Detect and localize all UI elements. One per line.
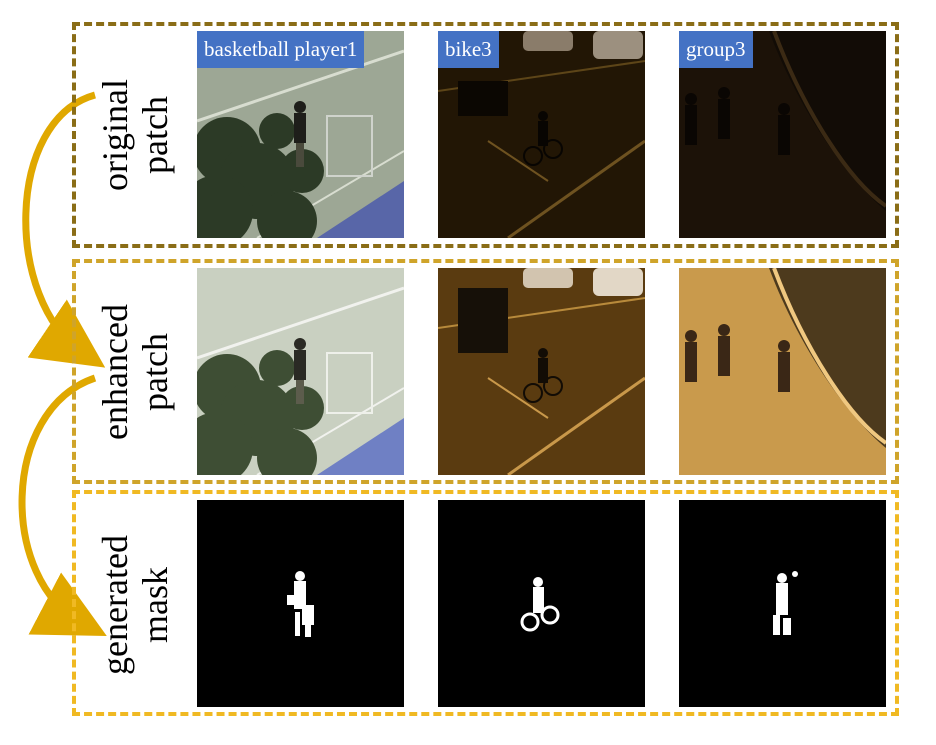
row-label-line1: generated — [95, 535, 135, 675]
row-label-line2: patch — [135, 96, 176, 174]
row-generated-mask — [72, 490, 899, 716]
row-original-patch — [72, 22, 899, 248]
mask-basketball — [197, 500, 404, 707]
sequence-tag-group: group3 — [679, 31, 753, 68]
original-patch-group: group3 — [679, 31, 886, 238]
arrow-enhanced-to-mask — [18, 374, 107, 637]
row-label-line1: enhanced — [95, 304, 136, 440]
mask-bike — [438, 500, 645, 707]
row-label-line1: original — [95, 79, 136, 191]
enhanced-patch-group — [679, 268, 886, 475]
row-label-line2: mask — [135, 567, 175, 643]
row-label-line2: patch — [135, 333, 176, 411]
row-label-original: original patch — [80, 60, 190, 210]
enhanced-patch-basketball — [197, 268, 404, 475]
enhanced-patch-bike — [438, 268, 645, 475]
row-label-generated: generated mask — [80, 530, 190, 680]
sequence-tag-bike: bike3 — [438, 31, 499, 68]
row-label-enhanced: enhanced patch — [80, 297, 190, 447]
sequence-tag-basketball: basketball player1 — [197, 31, 365, 68]
original-patch-bike: bike3 — [438, 31, 645, 238]
row-enhanced-patch — [72, 259, 899, 484]
arrow-original-to-enhanced — [22, 91, 106, 368]
mask-group — [679, 500, 886, 707]
original-patch-basketball: basketball player1 — [197, 31, 404, 238]
